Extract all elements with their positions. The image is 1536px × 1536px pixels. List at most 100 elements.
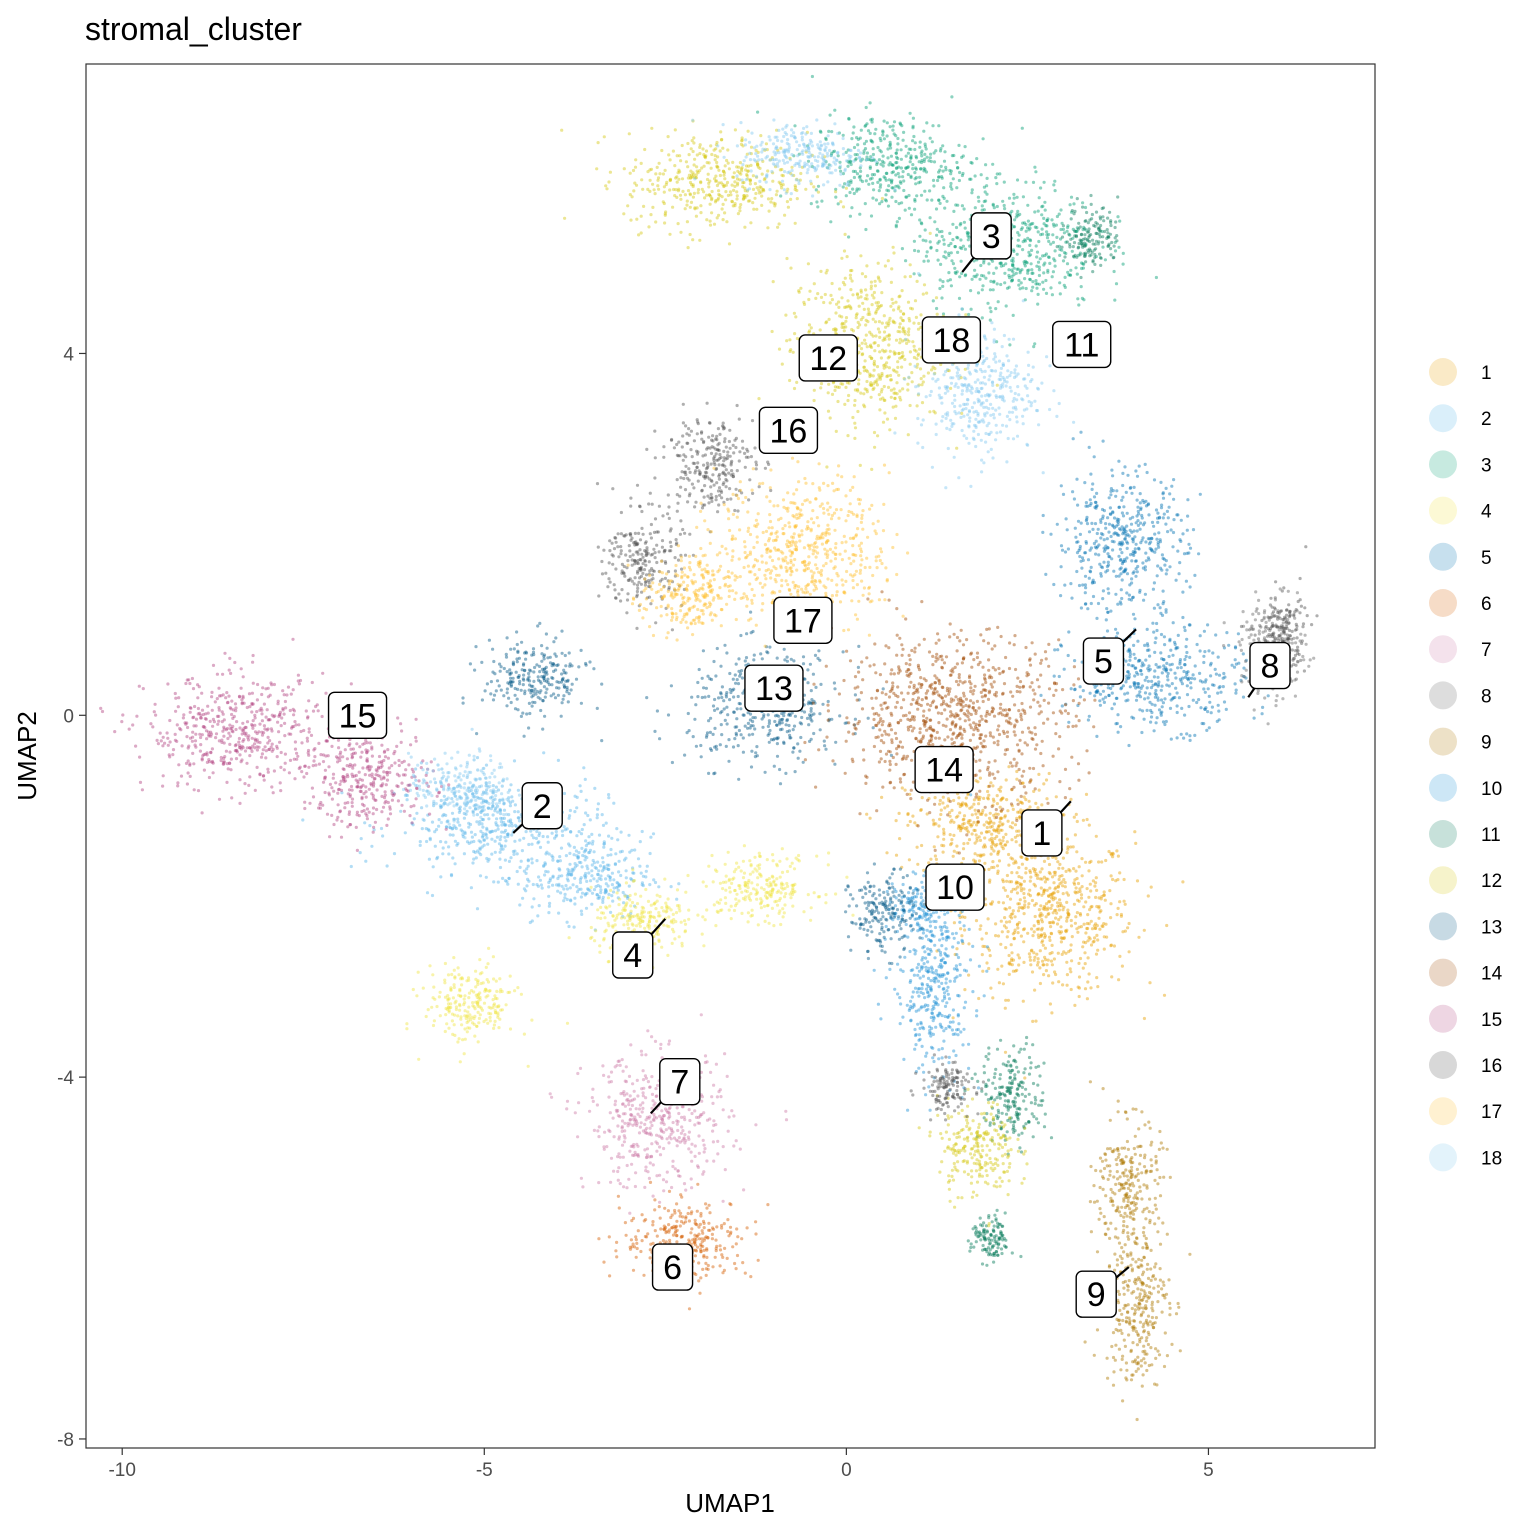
point-cluster-1 bbox=[1066, 893, 1070, 897]
point-cluster-3 bbox=[911, 163, 915, 167]
point-cluster-4 bbox=[424, 1014, 428, 1019]
point-cluster-2 bbox=[499, 847, 503, 852]
point-cluster-6 bbox=[646, 1232, 650, 1236]
point-cluster-2 bbox=[580, 846, 584, 851]
point-cluster-7 bbox=[687, 1108, 691, 1112]
point-cluster-1 bbox=[1032, 869, 1037, 873]
point-cluster-1 bbox=[962, 817, 966, 821]
point-cluster-3 bbox=[897, 216, 902, 220]
point-cluster-1 bbox=[1030, 927, 1034, 931]
point-cluster-1 bbox=[981, 944, 985, 949]
point-cluster-2 bbox=[570, 871, 574, 875]
point-cluster-7 bbox=[623, 1121, 627, 1125]
point-cluster-2 bbox=[503, 858, 507, 862]
point-cluster-7 bbox=[591, 1099, 595, 1103]
point-cluster-1 bbox=[1003, 916, 1007, 920]
point-cluster-1 bbox=[1068, 967, 1072, 971]
point-cluster-2 bbox=[439, 840, 443, 844]
point-cluster-3 bbox=[1112, 269, 1116, 274]
point-cluster-3 bbox=[884, 193, 888, 197]
point-cluster-3 bbox=[1023, 264, 1027, 268]
point-cluster-1 bbox=[973, 828, 977, 833]
point-cluster-6 bbox=[655, 1234, 659, 1238]
point-cluster-1 bbox=[1088, 908, 1092, 912]
point-cluster-7 bbox=[721, 1199, 725, 1203]
point-cluster-2 bbox=[573, 902, 577, 906]
point-cluster-1 bbox=[997, 824, 1001, 828]
point-cluster-7 bbox=[754, 1123, 758, 1127]
point-cluster-1 bbox=[958, 824, 962, 828]
point-cluster-7 bbox=[675, 1119, 679, 1123]
point-cluster-5 bbox=[1138, 690, 1142, 694]
point-cluster-1 bbox=[982, 796, 986, 801]
point-cluster-2 bbox=[537, 904, 541, 908]
point-cluster-3 bbox=[942, 254, 946, 259]
point-cluster-1 bbox=[1094, 876, 1098, 880]
point-cluster-5 bbox=[1215, 719, 1219, 724]
point-cluster-1 bbox=[1029, 949, 1033, 953]
point-cluster-5 bbox=[1130, 664, 1134, 668]
point-cluster-2 bbox=[577, 860, 582, 864]
point-cluster-7 bbox=[659, 1121, 663, 1125]
point-cluster-1 bbox=[1034, 871, 1038, 876]
point-cluster-5 bbox=[1186, 670, 1190, 674]
point-cluster-5 bbox=[1179, 666, 1183, 670]
point-cluster-1 bbox=[959, 826, 963, 830]
point-cluster-3 bbox=[931, 178, 936, 182]
point-cluster-1 bbox=[1089, 943, 1094, 947]
point-cluster-1 bbox=[925, 812, 929, 816]
point-cluster-4 bbox=[474, 985, 478, 989]
point-cluster-7 bbox=[688, 1118, 692, 1123]
point-cluster-7 bbox=[631, 1153, 635, 1157]
point-cluster-7 bbox=[662, 1146, 666, 1151]
point-cluster-3 bbox=[958, 275, 962, 279]
point-cluster-4 bbox=[608, 904, 612, 908]
point-cluster-2 bbox=[604, 821, 608, 825]
point-cluster-5 bbox=[1126, 649, 1130, 653]
point-cluster-7 bbox=[650, 1075, 654, 1079]
point-cluster-1 bbox=[991, 803, 995, 807]
point-cluster-2 bbox=[532, 897, 536, 901]
point-cluster-3 bbox=[874, 127, 878, 131]
point-cluster-5 bbox=[1104, 695, 1108, 699]
point-cluster-3 bbox=[864, 139, 869, 143]
point-cluster-1 bbox=[1126, 926, 1130, 930]
point-cluster-1 bbox=[988, 954, 992, 958]
point-cluster-3 bbox=[756, 110, 760, 114]
point-cluster-2 bbox=[588, 818, 592, 822]
point-cluster-4 bbox=[740, 890, 744, 894]
point-cluster-1 bbox=[979, 924, 983, 928]
point-cluster-1 bbox=[990, 902, 994, 906]
point-cluster-1 bbox=[964, 802, 968, 807]
point-cluster-2 bbox=[551, 883, 555, 887]
point-cluster-3 bbox=[865, 151, 870, 155]
point-cluster-5 bbox=[1224, 707, 1228, 712]
point-cluster-4 bbox=[778, 859, 782, 863]
point-cluster-1 bbox=[1075, 876, 1079, 881]
point-cluster-5 bbox=[1132, 643, 1136, 648]
point-cluster-1 bbox=[1181, 880, 1185, 884]
point-cluster-3 bbox=[928, 136, 932, 140]
point-cluster-2 bbox=[524, 871, 528, 876]
point-cluster-4 bbox=[598, 944, 602, 948]
point-cluster-2 bbox=[517, 819, 522, 823]
point-cluster-3 bbox=[980, 288, 984, 292]
point-cluster-3 bbox=[850, 206, 854, 210]
point-cluster-5 bbox=[1175, 710, 1179, 715]
point-cluster-3 bbox=[1065, 229, 1069, 233]
point-cluster-1 bbox=[988, 838, 992, 842]
point-cluster-1 bbox=[1044, 958, 1048, 962]
point-cluster-3 bbox=[957, 296, 962, 300]
point-cluster-7 bbox=[696, 1164, 700, 1168]
point-cluster-5 bbox=[1160, 503, 1164, 507]
point-cluster-6 bbox=[722, 1222, 726, 1226]
point-cluster-4 bbox=[456, 1014, 460, 1018]
point-cluster-3 bbox=[922, 129, 926, 133]
point-cluster-3 bbox=[1051, 240, 1055, 244]
point-cluster-2 bbox=[649, 835, 653, 839]
point-cluster-5 bbox=[1185, 650, 1189, 655]
point-cluster-5 bbox=[1086, 607, 1090, 611]
point-cluster-3 bbox=[937, 170, 941, 174]
point-cluster-4 bbox=[475, 1024, 479, 1028]
point-cluster-1 bbox=[1027, 799, 1031, 803]
